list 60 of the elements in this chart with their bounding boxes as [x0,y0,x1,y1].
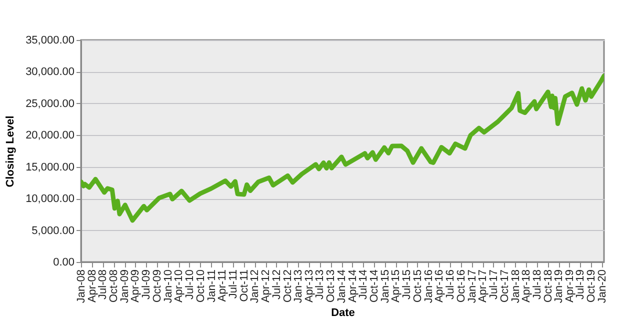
y-tick-label: 35,000.00 [26,34,74,46]
x-tick-label: Jul-08 [97,270,110,300]
x-tick-label: Apr-14 [346,270,359,303]
x-tick-label: Oct-17 [498,270,511,303]
x-tick-label: Apr-08 [86,270,98,303]
x-tick-label: Apr-10 [173,270,186,303]
x-tick-label: Jan-15 [380,270,392,304]
y-tick-label: 30,000.00 [26,66,74,78]
x-tick-label: Oct-15 [412,270,424,303]
x-tick-label: Oct-13 [325,270,338,303]
x-tick-label: Jul-17 [488,270,500,300]
x-tick-label: Oct-19 [586,270,598,303]
x-tick-label: Jan-19 [553,270,566,304]
x-tick-label: Oct-14 [368,270,381,303]
x-tick-label: Jul-12 [270,270,283,300]
x-tick-label: Apr-16 [434,270,446,303]
y-tick-label: 20,000.00 [26,130,74,142]
y-tick-label: 0.00 [53,256,74,268]
x-tick-label: Jul-14 [358,270,370,300]
x-tick-label: Jan-16 [422,270,435,304]
y-tick-label: 25,000.00 [26,98,74,110]
x-tick-label: Jul-09 [140,270,153,300]
x-tick-label: Jan-13 [292,270,305,304]
x-tick-label: Oct-11 [238,270,250,302]
x-tick-label: Jul-15 [401,270,414,300]
x-tick-label: Oct-16 [455,270,468,303]
y-tick-label: 10,000.00 [26,193,74,206]
x-tick-label: Jan-11 [206,270,218,302]
x-tick-label: Jul-10 [184,270,196,300]
x-tick-label: Jan-10 [162,270,174,304]
line-series [81,74,604,223]
y-tick-label: 15,000.00 [26,161,74,174]
x-tick-label: Apr-17 [477,270,490,303]
y-axis-title: Closing Level [4,116,17,188]
x-tick-label: Jan-09 [119,270,132,304]
x-tick-label: Apr-19 [564,270,576,303]
x-tick-label: Jul-16 [444,270,457,300]
x-tick-label: Jan-17 [466,270,478,304]
x-tick-label: Jan-08 [76,270,88,304]
x-tick-label: Jan-14 [336,270,348,304]
x-tick-label: Oct-09 [151,270,164,303]
x-axis-title: Date [331,307,355,320]
x-tick-label: Apr-15 [390,270,402,303]
x-tick-label: Oct-12 [282,270,294,303]
x-tick-label: Oct-10 [194,270,207,303]
x-tick-label: Jan-18 [510,270,522,304]
x-tick-label: Jul-18 [531,270,544,300]
x-tick-label: Oct-08 [108,270,120,303]
x-tick-label: Oct-18 [542,270,554,303]
x-tick-label: Jul-19 [574,270,587,300]
x-tick-label: Apr-13 [303,270,316,303]
x-tick-label: Apr-09 [130,270,142,303]
y-tick-label: 5,000.00 [32,224,74,237]
x-tick-label: Jan-20 [596,270,609,304]
x-tick-label: Jul-13 [314,270,326,300]
x-tick-label: Apr-12 [260,270,272,303]
x-tick-label: Apr-18 [520,270,533,303]
x-tick-label: Apr-11 [216,270,229,302]
x-tick-label: Jan-12 [249,270,262,304]
x-tick-label: Jul-11 [227,270,240,299]
